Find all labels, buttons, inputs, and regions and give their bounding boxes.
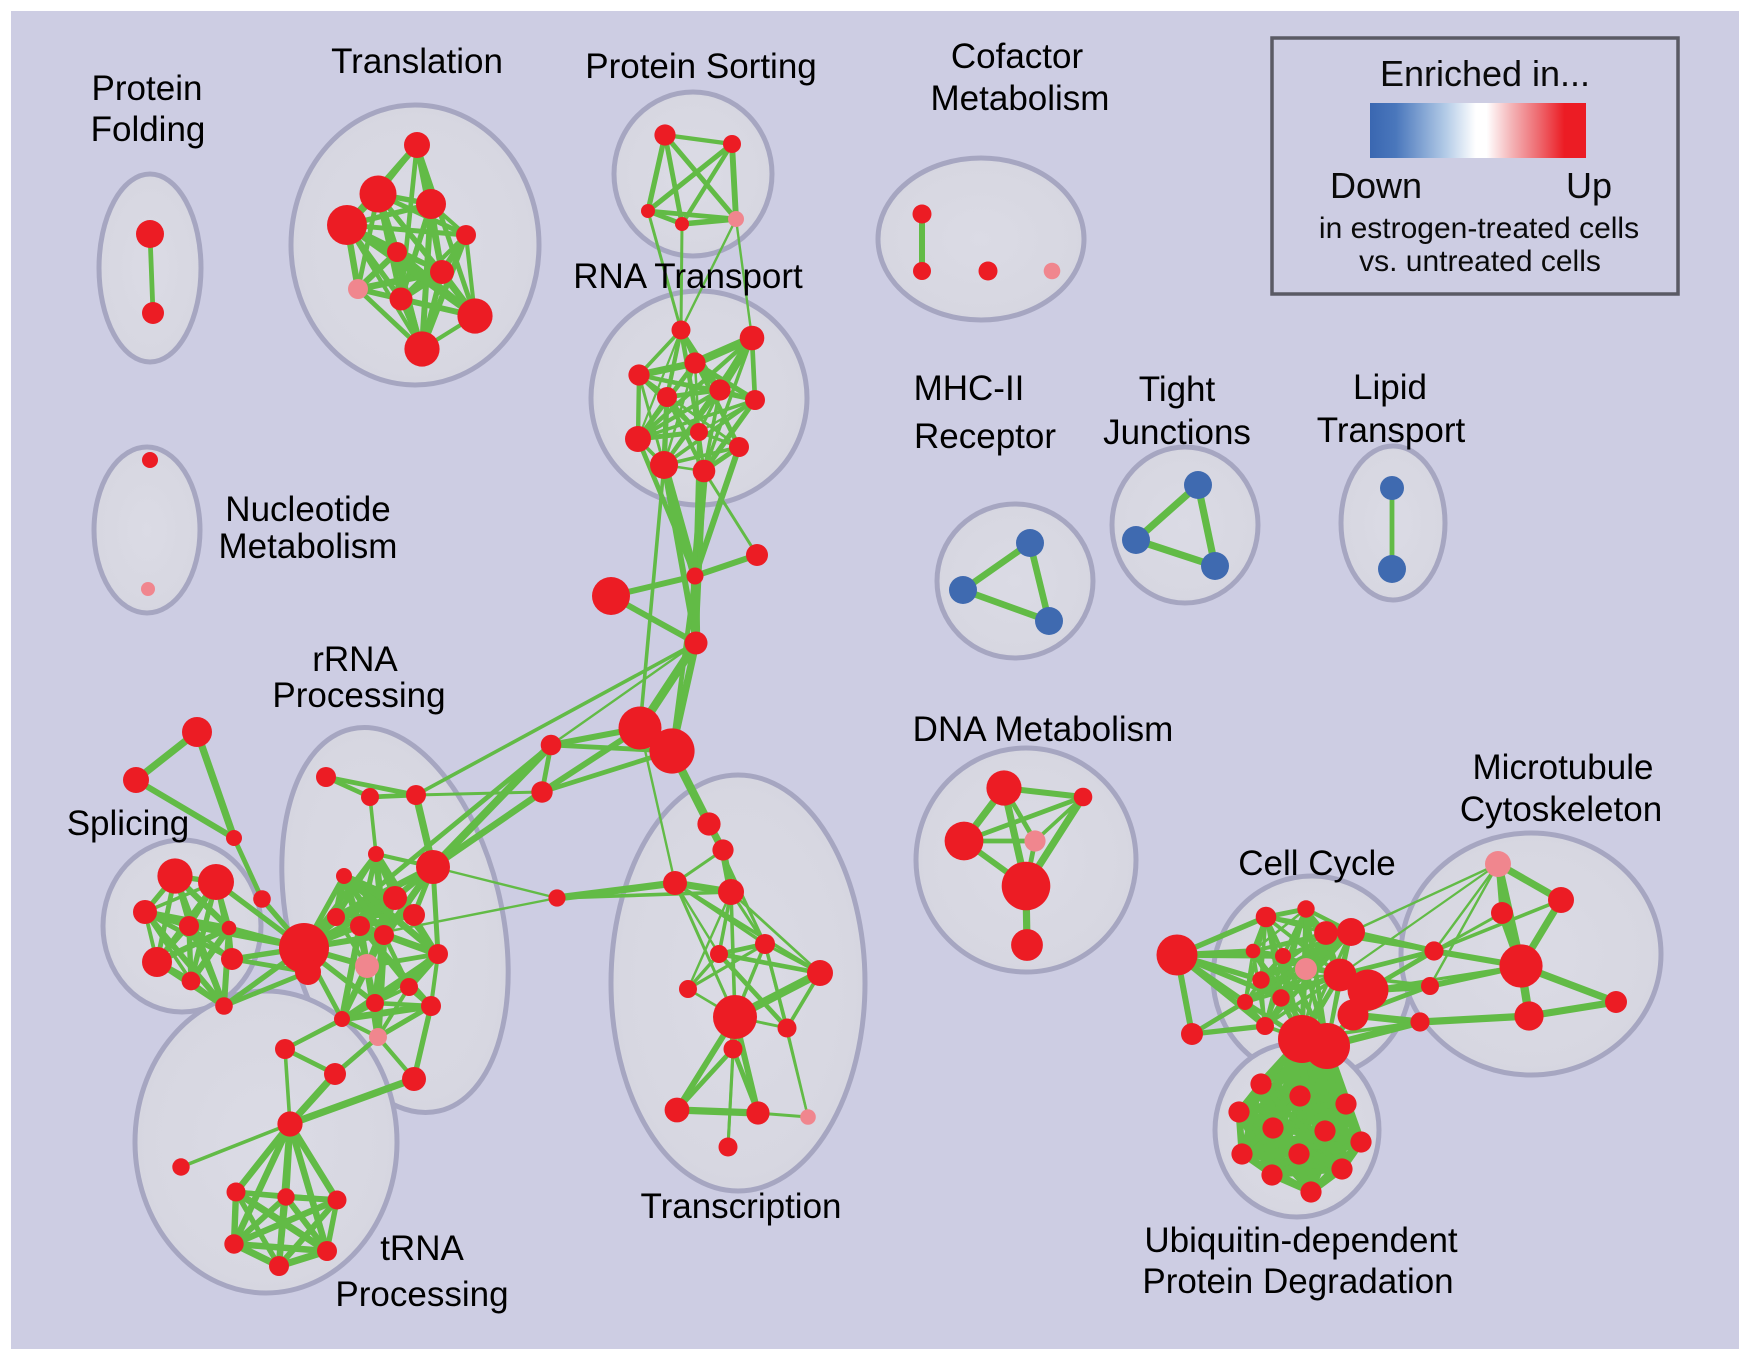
svg-text:Translation: Translation xyxy=(331,42,503,81)
svg-text:Metabolism: Metabolism xyxy=(931,79,1110,118)
svg-text:Cofactor: Cofactor xyxy=(951,37,1084,76)
svg-text:Transport: Transport xyxy=(1317,411,1466,450)
svg-text:Down: Down xyxy=(1330,165,1422,206)
svg-text:Metabolism: Metabolism xyxy=(219,527,398,566)
svg-text:Nucleotide: Nucleotide xyxy=(225,490,390,529)
svg-text:in estrogen-treated cells: in estrogen-treated cells xyxy=(1319,212,1639,245)
svg-text:Up: Up xyxy=(1566,165,1612,206)
svg-text:Processing: Processing xyxy=(335,1275,508,1314)
svg-text:MHC-II: MHC-II xyxy=(914,369,1025,408)
svg-text:tRNA: tRNA xyxy=(380,1229,464,1268)
svg-text:Enriched in...: Enriched in... xyxy=(1380,53,1590,94)
svg-text:vs. untreated cells: vs. untreated cells xyxy=(1359,245,1601,278)
svg-text:Junctions: Junctions xyxy=(1103,413,1251,452)
svg-text:RNA Transport: RNA Transport xyxy=(573,257,803,296)
svg-text:DNA Metabolism: DNA Metabolism xyxy=(913,710,1174,749)
svg-text:Protein Degradation: Protein Degradation xyxy=(1142,1262,1453,1301)
svg-text:Tight: Tight xyxy=(1139,370,1216,409)
svg-text:Cell Cycle: Cell Cycle xyxy=(1238,844,1396,883)
svg-text:rRNA: rRNA xyxy=(312,640,398,679)
svg-text:Processing: Processing xyxy=(272,676,445,715)
svg-text:Folding: Folding xyxy=(91,110,206,149)
svg-text:Splicing: Splicing xyxy=(67,804,190,843)
svg-text:Lipid: Lipid xyxy=(1353,368,1427,407)
svg-text:Cytoskeleton: Cytoskeleton xyxy=(1460,790,1662,829)
svg-text:Protein Sorting: Protein Sorting xyxy=(585,47,817,86)
svg-text:Transcription: Transcription xyxy=(641,1187,842,1226)
svg-text:Protein: Protein xyxy=(92,69,203,108)
svg-text:Ubiquitin-dependent: Ubiquitin-dependent xyxy=(1144,1221,1458,1260)
svg-text:Microtubule: Microtubule xyxy=(1473,748,1654,787)
svg-text:Receptor: Receptor xyxy=(914,417,1056,456)
